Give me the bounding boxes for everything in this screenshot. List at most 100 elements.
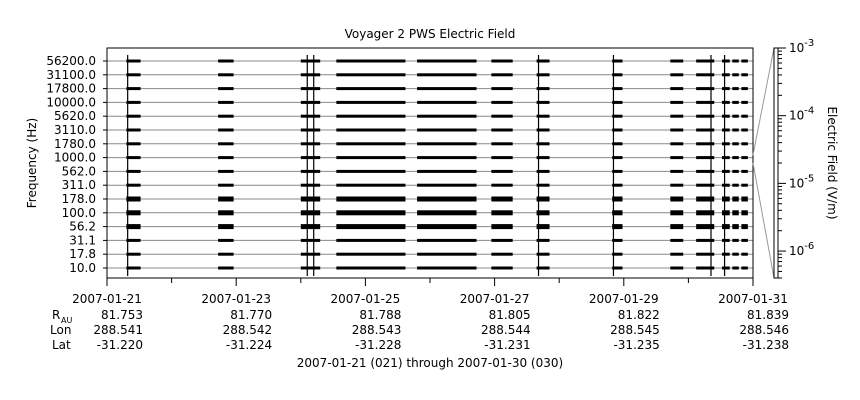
- segment-band: [336, 156, 406, 160]
- segment-band: [218, 156, 234, 160]
- segment-band: [218, 114, 234, 118]
- segment-band: [670, 128, 684, 132]
- segment-band: [218, 224, 234, 230]
- segment-band: [491, 183, 513, 187]
- segment-band: [417, 169, 477, 173]
- time-tick-label: 2007-01-29: [589, 292, 659, 306]
- frequency-tick-label: 10000.0: [46, 95, 96, 109]
- segment-band: [417, 224, 477, 230]
- data-segment: [126, 55, 141, 276]
- ephemeris-lon-value: 288.545: [610, 323, 660, 337]
- segment-band: [300, 73, 321, 77]
- ephemeris-lon-label: Lon: [50, 323, 71, 337]
- segment-band: [417, 73, 477, 77]
- segment-band: [612, 196, 623, 202]
- segment-band: [218, 266, 234, 270]
- segment-band: [336, 196, 406, 202]
- segment-band: [218, 196, 234, 202]
- segment-band: [336, 210, 406, 216]
- segment-band: [218, 100, 234, 104]
- segment-band: [536, 59, 550, 63]
- frequency-tick-label: 3110.0: [54, 123, 96, 137]
- segment-band: [300, 59, 321, 63]
- colorbar: 10-3 10-4 10-5 10-6 Electric Field (V/m): [752, 38, 839, 279]
- segment-band: [491, 128, 513, 132]
- segment-band: [126, 87, 141, 91]
- segment-band: [491, 100, 513, 104]
- spectrogram-data: [126, 55, 748, 276]
- ephemeris-lat-value: -31.220: [97, 338, 143, 352]
- ephemeris-lon-value: 288.543: [352, 323, 402, 337]
- segment-band: [336, 266, 406, 270]
- colorbar-ticks: 10-3 10-4 10-5 10-6: [778, 38, 814, 279]
- segment-band: [417, 238, 477, 242]
- segment-band: [536, 252, 550, 256]
- segment-band: [536, 73, 550, 77]
- colorbar-scale: [773, 47, 779, 279]
- segment-band: [612, 266, 623, 270]
- segment-band: [670, 114, 684, 118]
- segment-band: [696, 252, 715, 256]
- frequency-tick-label: 17.8: [69, 247, 96, 261]
- data-segment: [336, 59, 406, 270]
- segment-band: [721, 224, 730, 230]
- segment-band: [218, 128, 234, 132]
- frequency-tick-label: 56200.0: [46, 54, 96, 68]
- segment-band: [491, 59, 513, 63]
- ephemeris-r-subscript: AU: [61, 316, 72, 325]
- segment-band: [300, 196, 321, 202]
- segment-band: [670, 196, 684, 202]
- segment-band: [491, 169, 513, 173]
- ephemeris-lat-label: Lat: [52, 338, 71, 352]
- segment-band: [721, 252, 730, 256]
- segment-band: [612, 73, 623, 77]
- frequency-tick-label: 311.0: [62, 178, 96, 192]
- segment-band: [732, 224, 739, 230]
- segment-band: [300, 210, 321, 216]
- data-segment: [741, 59, 748, 270]
- time-tick-label: 2007-01-23: [201, 292, 271, 306]
- segment-band: [696, 142, 715, 146]
- segment-band: [536, 169, 550, 173]
- segment-band: [721, 266, 730, 270]
- segment-band: [721, 142, 730, 146]
- time-tick-label: 2007-01-25: [331, 292, 401, 306]
- segment-band: [300, 183, 321, 187]
- segment-band: [417, 142, 477, 146]
- segment-band: [300, 266, 321, 270]
- segment-band: [696, 156, 715, 160]
- data-segment: [670, 59, 684, 270]
- segment-band: [721, 210, 730, 216]
- segment-band: [126, 128, 141, 132]
- segment-band: [696, 238, 715, 242]
- segment-band: [491, 196, 513, 202]
- segment-band: [218, 210, 234, 216]
- frequency-axis: 10.017.831.156.2100.0178.0311.0562.01000…: [46, 54, 107, 275]
- time-axis: 2007-01-21 2007-01-23 2007-01-25 2007-01-27…: [72, 278, 788, 306]
- segment-band: [126, 224, 141, 230]
- segment-band: [721, 183, 730, 187]
- segment-band: [732, 238, 739, 242]
- segment-band: [696, 128, 715, 132]
- segment-band: [126, 100, 141, 104]
- segment-band: [491, 210, 513, 216]
- segment-band: [536, 266, 550, 270]
- segment-band: [536, 128, 550, 132]
- segment-band: [721, 238, 730, 242]
- segment-band: [126, 196, 141, 202]
- segment-band: [741, 100, 748, 104]
- segment-band: [741, 196, 748, 202]
- segment-band: [612, 100, 623, 104]
- segment-band: [732, 210, 739, 216]
- segment-band: [732, 87, 739, 91]
- segment-band: [491, 266, 513, 270]
- segment-band: [491, 142, 513, 146]
- segment-band: [336, 142, 406, 146]
- segment-band: [336, 224, 406, 230]
- segment-band: [417, 156, 477, 160]
- segment-band: [126, 252, 141, 256]
- segment-band: [300, 238, 321, 242]
- segment-band: [612, 156, 623, 160]
- ephemeris-lon-value: 288.544: [481, 323, 531, 337]
- segment-band: [696, 114, 715, 118]
